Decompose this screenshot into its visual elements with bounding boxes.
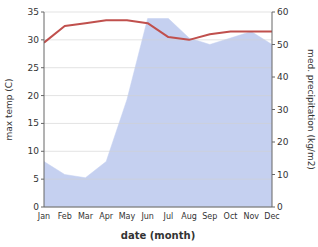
grid-line — [44, 207, 272, 208]
x-tick-label: Dec — [264, 212, 279, 221]
y-tick — [41, 179, 44, 180]
line-layer — [44, 20, 272, 42]
grid-line — [44, 39, 272, 40]
y-tick-label: 35 — [28, 7, 39, 17]
y-axis-line — [44, 12, 45, 207]
x-tick-label: Feb — [58, 212, 72, 221]
y-tick-label: 5 — [33, 174, 39, 184]
grid-line — [44, 12, 272, 13]
y2-tick — [272, 142, 275, 143]
y2-tick-label: 40 — [277, 72, 289, 82]
y-tick-label: 0 — [33, 202, 39, 212]
line — [44, 20, 272, 42]
y2-tick — [272, 174, 275, 175]
x-tick-label: Jan — [37, 212, 50, 221]
y2-tick — [272, 77, 275, 78]
plot-area — [44, 19, 272, 208]
axes: 0 5 10 15 20 25 30 35 0 10 20 30 40 50 60 Jan Feb Mar Apr M… — [4, 7, 316, 241]
x-tick-label: Aug — [181, 212, 197, 221]
x-tick-label: Jul — [163, 212, 174, 221]
area — [44, 19, 272, 208]
x-tick-label: Jun — [140, 212, 154, 221]
grid-line — [44, 67, 272, 68]
x-tick-label: Oct — [224, 212, 238, 221]
y-tick — [41, 67, 44, 68]
y-axis-title: max temp (C) — [4, 78, 14, 140]
y2-tick-label: 30 — [277, 105, 289, 115]
y-tick — [41, 207, 44, 208]
chart-container: 0 5 10 15 20 25 30 35 0 10 20 30 40 50 60 Jan Feb Mar Apr M… — [0, 0, 318, 247]
grid-line — [44, 151, 272, 152]
x-tick-label: May — [119, 212, 136, 221]
y-tick — [41, 39, 44, 40]
y2-tick-label: 10 — [277, 170, 289, 180]
y2-tick — [272, 109, 275, 110]
grid-line — [44, 179, 272, 180]
chart: 0 5 10 15 20 25 30 35 0 10 20 30 40 50 60 Jan Feb Mar Apr M… — [0, 0, 318, 247]
grid — [44, 12, 272, 207]
y2-tick — [272, 207, 275, 208]
y2-tick-label: 0 — [277, 202, 283, 212]
y-tick-label: 15 — [28, 118, 39, 128]
x-tick-label: Nov — [243, 212, 259, 221]
y-tick — [41, 95, 44, 96]
y-tick-label: 20 — [28, 91, 40, 101]
y-tick — [41, 151, 44, 152]
y2-tick-label: 20 — [277, 137, 289, 147]
y-tick — [41, 123, 44, 124]
y-tick-label: 10 — [28, 146, 40, 156]
y2-axis-title: med. precipitation (kg/m2) — [306, 49, 316, 170]
y-tick-label: 30 — [28, 35, 40, 45]
y2-tick-label: 60 — [277, 7, 289, 17]
y2-tick — [272, 44, 275, 45]
y-tick-label: 25 — [28, 63, 39, 73]
x-axis-title: date (month) — [121, 230, 195, 241]
y2-tick-label: 50 — [277, 40, 289, 50]
x-tick-label: Mar — [78, 212, 94, 221]
x-tick-label: Sep — [202, 212, 217, 221]
grid-line — [44, 123, 272, 124]
x-axis-line — [44, 207, 272, 208]
y2-tick — [272, 12, 275, 13]
grid-line — [44, 95, 272, 96]
x-tick-label: Apr — [99, 212, 114, 221]
y-tick — [41, 12, 44, 13]
